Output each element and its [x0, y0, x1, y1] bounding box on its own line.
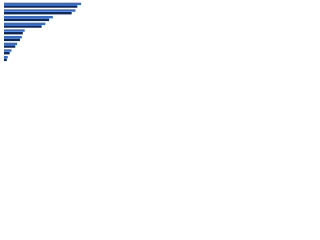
bar — [4, 58, 7, 62]
bar — [4, 56, 8, 59]
chart — [4, 2, 82, 62]
bar — [4, 12, 72, 15]
bar — [4, 16, 53, 19]
bar — [4, 9, 76, 12]
bar — [4, 2, 82, 6]
bar — [4, 42, 18, 46]
bar — [4, 29, 25, 32]
bar — [4, 22, 46, 26]
bar — [4, 36, 22, 39]
bar — [4, 52, 10, 55]
bar — [4, 32, 23, 35]
bar — [4, 5, 78, 8]
bar — [4, 18, 50, 22]
bar — [4, 38, 20, 42]
bar — [4, 49, 12, 52]
page: {"chart_data": {"type": "hbar", "categor… — [0, 0, 100, 71]
bar — [4, 25, 42, 28]
bar — [4, 45, 16, 48]
